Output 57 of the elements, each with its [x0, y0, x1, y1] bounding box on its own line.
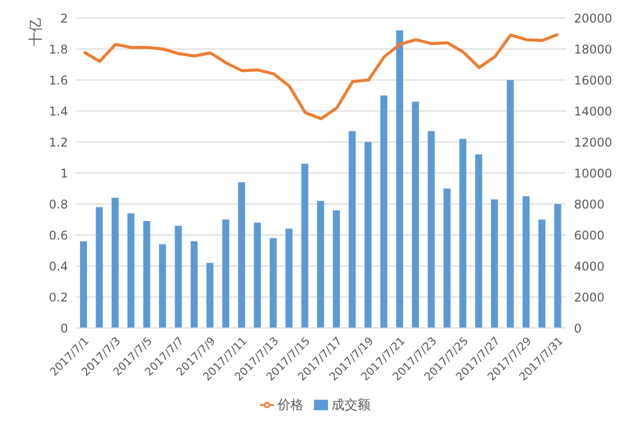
- y2-tick-label: 6000: [574, 228, 605, 242]
- bar: [254, 222, 261, 328]
- bar: [522, 196, 530, 328]
- bar: [222, 220, 230, 328]
- bar: [317, 200, 324, 328]
- y2-tick-label: 0: [574, 321, 582, 336]
- bar: [206, 262, 214, 328]
- bar: [238, 182, 246, 328]
- y-tick-label: 0.6: [48, 228, 68, 242]
- y-tick-label: 0.8: [48, 197, 68, 212]
- bar: [364, 142, 372, 328]
- bar: [380, 96, 388, 328]
- bar: [112, 198, 119, 328]
- bar: [538, 220, 546, 328]
- y2-tick-label: 4000: [574, 259, 605, 274]
- bar: [490, 199, 498, 328]
- y-tick-label: 0.2: [48, 290, 68, 304]
- y2-tick-label: 12000: [574, 135, 612, 150]
- bar: [127, 213, 134, 328]
- y2-tick-label: 8000: [574, 197, 605, 212]
- bar: [80, 241, 87, 328]
- bar: [475, 154, 482, 328]
- bar: [332, 210, 340, 328]
- legend-label: 价格: [278, 398, 304, 413]
- y-tick-label: 1.6: [48, 73, 68, 88]
- y2-tick-label: 14000: [574, 104, 612, 118]
- bar: [428, 131, 435, 328]
- y2-tick-label: 20000: [574, 11, 612, 26]
- bar: [444, 188, 451, 328]
- y-axis-title: 十亿: [28, 18, 44, 46]
- y-tick-label: 1.2: [48, 135, 68, 150]
- y-tick-label: 1.4: [48, 104, 68, 118]
- bar: [348, 131, 356, 328]
- y-tick-label: 1: [60, 166, 68, 180]
- bar: [396, 30, 404, 328]
- bar: [412, 102, 419, 328]
- bar: [96, 207, 103, 328]
- bar: [159, 244, 166, 328]
- bar: [174, 226, 182, 328]
- y-tick-label: 0.4: [48, 259, 68, 274]
- y2-tick-label: 18000: [574, 42, 612, 56]
- bar: [285, 228, 292, 328]
- y2-tick-label: 10000: [574, 166, 612, 180]
- bar: [459, 138, 466, 328]
- bar: [190, 241, 198, 328]
- legend-label: 成交额: [332, 398, 370, 413]
- bar: [143, 221, 150, 328]
- y-tick-label: 0: [60, 321, 68, 336]
- y-tick-label: 2: [60, 11, 68, 26]
- bar: [506, 80, 514, 328]
- y2-tick-label: 2000: [574, 290, 605, 304]
- y-tick-label: 1.8: [48, 42, 68, 56]
- bar: [554, 204, 562, 328]
- line-series: [82, 32, 560, 120]
- bar: [301, 164, 308, 328]
- y2-tick-label: 16000: [574, 73, 612, 88]
- bar: [270, 238, 277, 328]
